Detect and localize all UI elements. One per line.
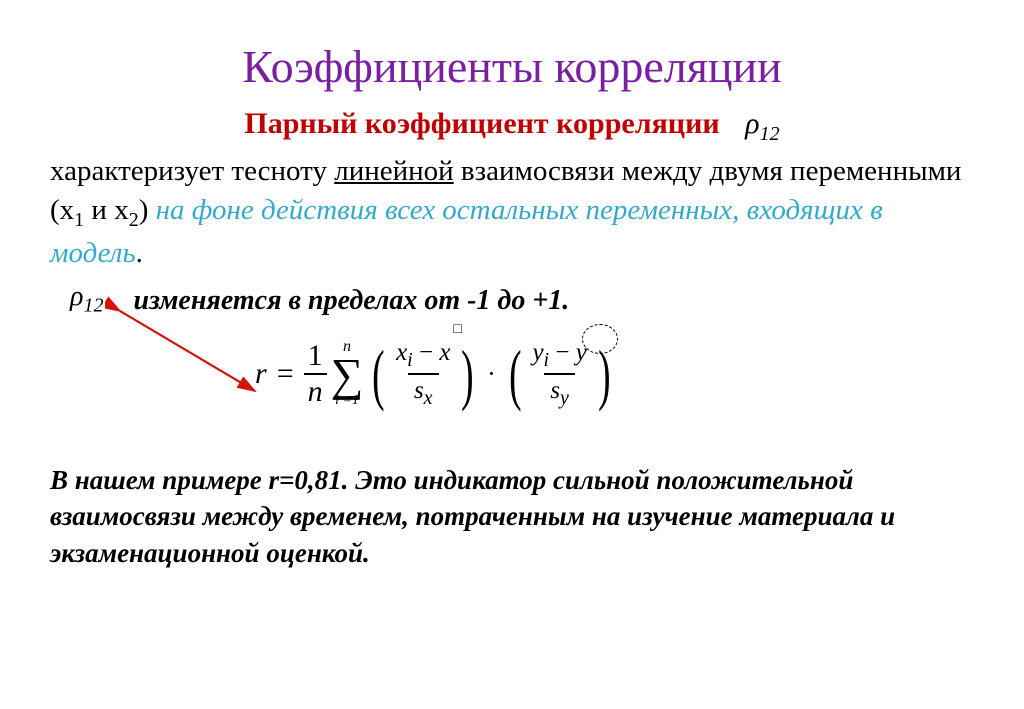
p1-underlined: линейной — [334, 155, 453, 187]
f-1-over-n: 1 n — [304, 341, 327, 407]
p1-seg3: и x — [84, 194, 129, 226]
f-n: n — [304, 373, 327, 407]
p1-sub2: 2 — [129, 209, 139, 231]
f-dot: · — [487, 359, 496, 389]
arrow-line — [120, 311, 255, 391]
paragraph-bottom: В нашем примере r=0,81. Это индикатор си… — [50, 462, 974, 571]
subtitle-text: Парный коэффициент корреляции — [244, 107, 719, 140]
p1-seg5: . — [136, 237, 143, 269]
lparen2-icon: ( — [509, 344, 521, 404]
rho2-glyph: ρ — [70, 281, 83, 312]
p1-seg4: ) — [139, 194, 156, 226]
rparen2-icon: ) — [598, 344, 610, 404]
range-symbol: ρ12 — [70, 281, 103, 318]
f-t1-s-sub: x — [424, 387, 433, 409]
f-r: r — [255, 357, 267, 391]
f-t2-s-sub: y — [560, 387, 569, 409]
lparen-icon: ( — [373, 344, 385, 404]
formula-block: r = 1 n n ∑ i =1 □ ( xi − x sx — [50, 340, 974, 440]
f-one: 1 — [304, 341, 327, 373]
f-t2-ybar: y — [576, 340, 587, 365]
f-eq: = — [277, 357, 294, 391]
f-t1-minus: − — [413, 339, 440, 366]
f-t1-xi: x — [396, 339, 407, 366]
f-term2-frac: yi − y sy — [526, 340, 592, 408]
subtitle-row: Парный коэффициент корреляции ρ12 — [50, 107, 974, 146]
p1-seg1: характеризует тесноту — [50, 155, 334, 187]
f-t2-num: yi − y — [526, 340, 592, 373]
p1-sub1: 1 — [74, 209, 84, 231]
rho-glyph: ρ — [745, 107, 759, 140]
slide: Коэффициенты корреляции Парный коэффицие… — [0, 0, 1024, 709]
f-sigma: n ∑ i =1 — [331, 341, 364, 406]
slide-title: Коэффициенты корреляции — [50, 40, 974, 93]
f-t2-yi: y — [532, 339, 543, 366]
f-t1-xbar: x — [439, 340, 450, 365]
rparen-icon: ) — [462, 344, 474, 404]
f-t1-den: sx — [408, 373, 439, 408]
range-text: изменяется в пределах от -1 до +1. — [133, 285, 569, 317]
range-row: ρ12 изменяется в пределах от -1 до +1. — [70, 281, 974, 318]
f-t2-s: s — [550, 377, 560, 404]
subtitle-symbol: ρ12 — [745, 107, 779, 140]
formula: r = 1 n n ∑ i =1 □ ( xi − x sx — [255, 340, 615, 408]
f-t1-num: xi − x — [390, 340, 456, 373]
f-t2-den: sy — [544, 373, 575, 408]
f-term1-frac: xi − x sx — [390, 340, 456, 408]
f-term2: ( yi − y sy ) — [504, 340, 616, 408]
sigma-icon: ∑ — [331, 354, 364, 395]
rho2-sub: 12 — [83, 295, 103, 317]
f-t2-minus: − — [549, 339, 576, 366]
paragraph-1: характеризует тесноту линейной взаимосвя… — [50, 152, 974, 273]
f-sum-bot: i =1 — [335, 395, 359, 406]
p1-accent: на фоне действия всех остальных переменн… — [50, 194, 883, 269]
f-t1-s: s — [414, 377, 424, 404]
f-term1: □ ( xi − x sx ) — [367, 340, 479, 408]
rho-sub: 12 — [760, 123, 780, 145]
